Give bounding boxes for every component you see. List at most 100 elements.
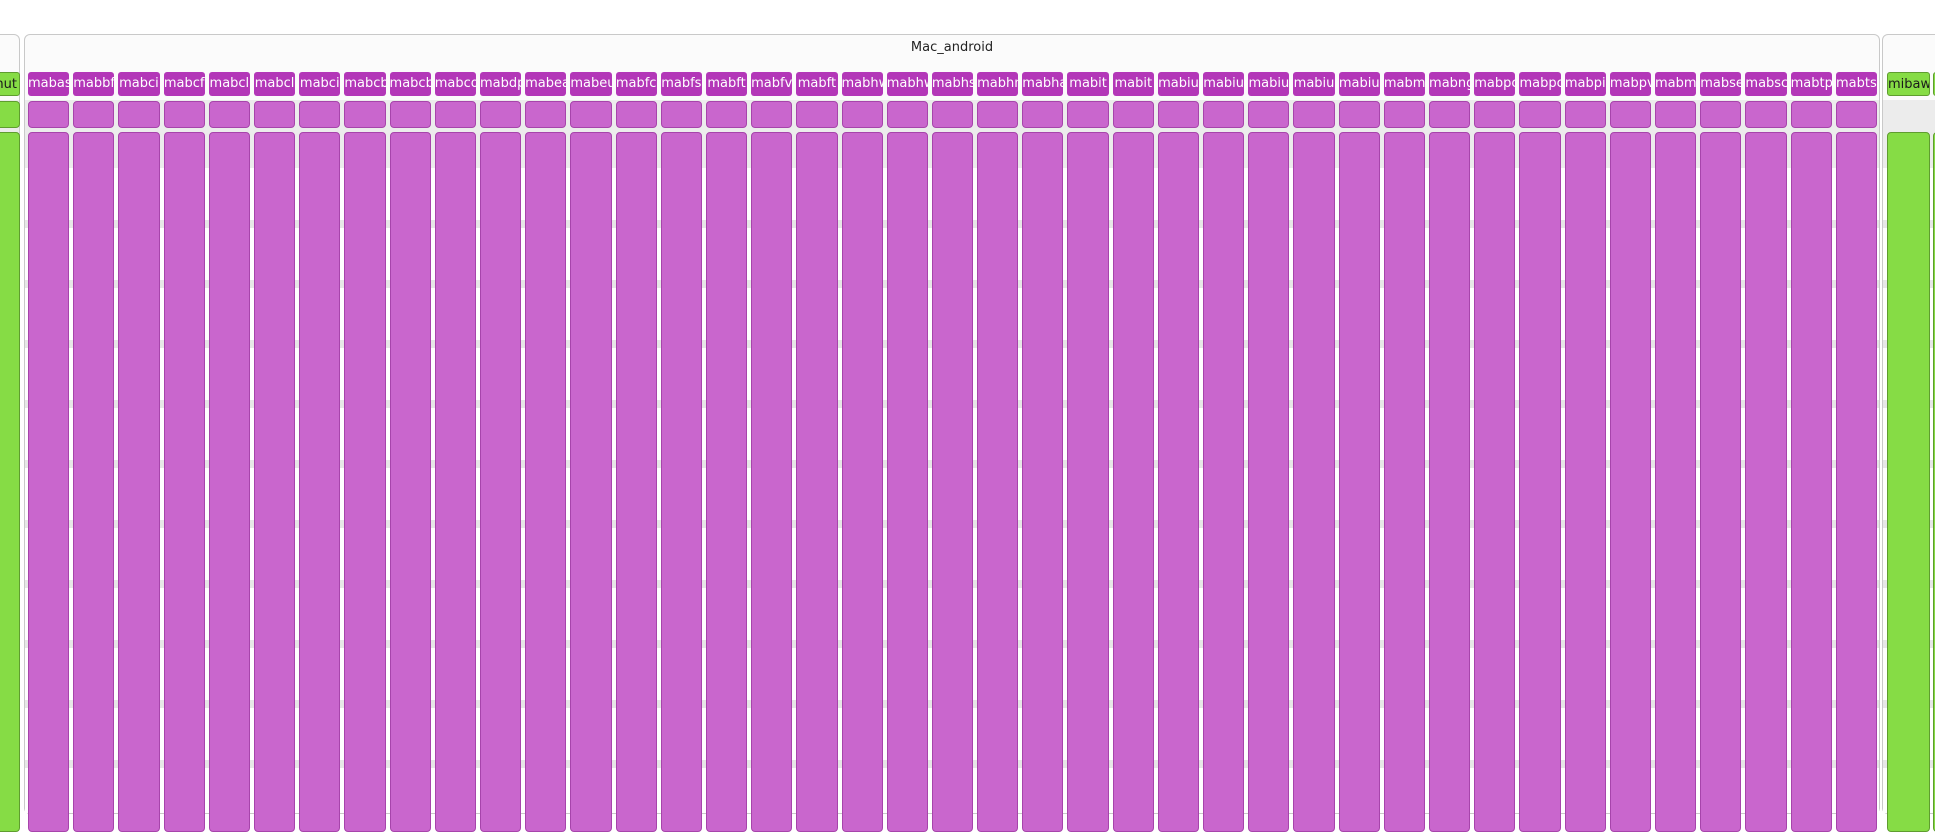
- column-cell[interactable]: [931, 101, 974, 128]
- column-cell[interactable]: [253, 101, 296, 128]
- column-cell[interactable]: [1338, 101, 1380, 128]
- column-header[interactable]: mabit: [1067, 72, 1109, 96]
- column-bar[interactable]: [73, 132, 115, 832]
- column-bar[interactable]: [570, 132, 612, 832]
- column-bar[interactable]: [1203, 132, 1245, 832]
- column-bar[interactable]: [1790, 132, 1832, 832]
- column-header[interactable]: mabci: [299, 72, 341, 96]
- column-bar[interactable]: [886, 132, 928, 832]
- column-cell[interactable]: [660, 101, 702, 128]
- column-bar[interactable]: [1293, 132, 1335, 832]
- column-header[interactable]: mabfv: [751, 72, 793, 96]
- column-header[interactable]: mabm: [1655, 72, 1697, 96]
- column-bar[interactable]: [434, 132, 476, 832]
- column-header[interactable]: mabcf: [163, 72, 205, 96]
- column-cell[interactable]: [525, 101, 567, 128]
- column-header[interactable]: mabfc: [615, 72, 657, 96]
- column-header[interactable]: mabcl: [253, 72, 296, 96]
- column-bar[interactable]: [1112, 132, 1154, 832]
- column-cell[interactable]: [344, 101, 386, 128]
- column-header[interactable]: mabhw: [841, 72, 883, 96]
- column-cell[interactable]: [1609, 101, 1652, 128]
- column-header[interactable]: mabcb: [389, 72, 431, 96]
- column-cell[interactable]: [163, 101, 205, 128]
- column-bar[interactable]: [615, 132, 657, 832]
- column-header[interactable]: mibaw: [1887, 72, 1930, 96]
- column-bar[interactable]: [208, 132, 250, 832]
- column-bar[interactable]: [163, 132, 205, 832]
- column-cell[interactable]: [1112, 101, 1154, 128]
- column-bar[interactable]: [0, 132, 20, 832]
- column-bar[interactable]: [841, 132, 883, 832]
- column-header[interactable]: mabea: [525, 72, 567, 96]
- column-bar[interactable]: [389, 132, 431, 832]
- column-cell[interactable]: [977, 101, 1019, 128]
- column-cell[interactable]: [1519, 101, 1561, 128]
- column-bar[interactable]: [796, 132, 838, 832]
- column-cell[interactable]: [570, 101, 612, 128]
- column-cell[interactable]: [1564, 101, 1606, 128]
- column-cell[interactable]: [389, 101, 431, 128]
- column-header[interactable]: mabpi: [1564, 72, 1606, 96]
- column-header[interactable]: mabtp: [1790, 72, 1832, 96]
- column-bar[interactable]: [1338, 132, 1380, 832]
- column-header[interactable]: mabft: [705, 72, 748, 96]
- column-bar[interactable]: [299, 132, 341, 832]
- column-cell[interactable]: [73, 101, 115, 128]
- column-bar[interactable]: [1564, 132, 1606, 832]
- column-cell[interactable]: [1293, 101, 1335, 128]
- column-cell[interactable]: [1022, 101, 1064, 128]
- column-bar[interactable]: [1609, 132, 1652, 832]
- column-cell[interactable]: [1474, 101, 1516, 128]
- column-cell[interactable]: [299, 101, 341, 128]
- column-bar[interactable]: [118, 132, 160, 832]
- column-header[interactable]: mabng: [1429, 72, 1471, 96]
- column-bar[interactable]: [479, 132, 522, 832]
- column-cell[interactable]: [1790, 101, 1832, 128]
- column-bar[interactable]: [1248, 132, 1290, 832]
- column-cell[interactable]: [1745, 101, 1787, 128]
- column-bar[interactable]: [660, 132, 702, 832]
- column-bar[interactable]: [931, 132, 974, 832]
- column-cell[interactable]: [841, 101, 883, 128]
- column-header[interactable]: mabiu: [1157, 72, 1200, 96]
- column-bar[interactable]: [1700, 132, 1742, 832]
- column-cell[interactable]: [1700, 101, 1742, 128]
- column-bar[interactable]: [1383, 132, 1426, 832]
- column-bar[interactable]: [1655, 132, 1697, 832]
- column-bar[interactable]: [1835, 132, 1877, 832]
- column-cell[interactable]: [1383, 101, 1426, 128]
- column-header[interactable]: mabsc: [1745, 72, 1787, 96]
- column-header[interactable]: mabco: [434, 72, 476, 96]
- column-cell[interactable]: [1655, 101, 1697, 128]
- column-header[interactable]: mabiu: [1248, 72, 1290, 96]
- column-bar[interactable]: [1519, 132, 1561, 832]
- column-cell[interactable]: [1248, 101, 1290, 128]
- column-header[interactable]: mabiu: [1293, 72, 1335, 96]
- column-cell[interactable]: [1429, 101, 1471, 128]
- column-header[interactable]: mabcl: [208, 72, 250, 96]
- column-header[interactable]: mabdp: [479, 72, 522, 96]
- column-header[interactable]: mabit: [1112, 72, 1154, 96]
- column-header[interactable]: mabas: [28, 72, 70, 96]
- column-header[interactable]: mabhs: [931, 72, 974, 96]
- column-cell[interactable]: [751, 101, 793, 128]
- column-bar[interactable]: [977, 132, 1019, 832]
- column-cell[interactable]: [0, 101, 20, 128]
- column-header[interactable]: mabts: [1835, 72, 1877, 96]
- column-bar[interactable]: [253, 132, 296, 832]
- column-header[interactable]: mabhw: [886, 72, 928, 96]
- column-header[interactable]: mabft: [796, 72, 838, 96]
- column-cell[interactable]: [615, 101, 657, 128]
- column-header[interactable]: mabbf: [73, 72, 115, 96]
- column-bar[interactable]: [28, 132, 70, 832]
- column-header[interactable]: mabci: [118, 72, 160, 96]
- column-cell[interactable]: [208, 101, 250, 128]
- column-cell[interactable]: [1067, 101, 1109, 128]
- column-cell[interactable]: [479, 101, 522, 128]
- column-bar[interactable]: [1157, 132, 1200, 832]
- column-cell[interactable]: [1203, 101, 1245, 128]
- column-header[interactable]: mabpc: [1519, 72, 1561, 96]
- column-header[interactable]: mabpv: [1609, 72, 1652, 96]
